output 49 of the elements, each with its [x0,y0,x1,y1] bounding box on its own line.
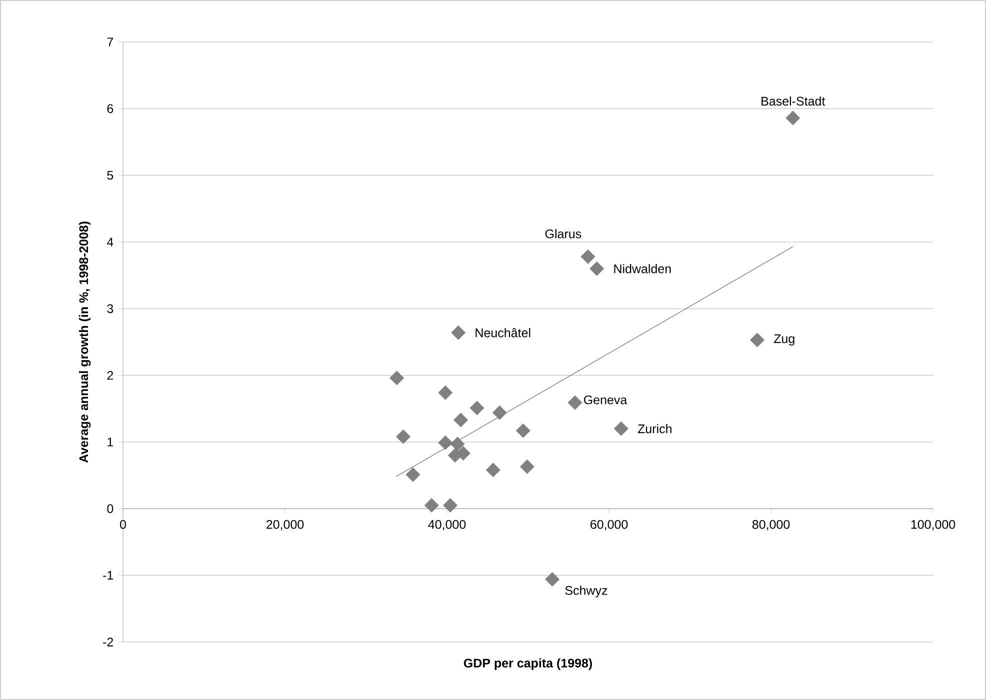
point [438,435,453,450]
point [390,370,404,386]
x-tick-label: 20,000 [266,520,304,530]
annotation: Schwyz [565,586,608,598]
annotation: Glarus [545,229,582,238]
x-tick-label: 60,000 [590,520,628,530]
y-tick-label: 7 [107,38,114,46]
point [442,498,458,513]
x-axis-title: GDP per capita (1998) [464,658,592,670]
point [450,436,465,452]
point [580,249,596,264]
y-tick-label: -1 [103,571,114,580]
y-tick-label: 0 [107,504,114,514]
y-tick-label: 1 [108,438,114,446]
point [424,498,439,513]
point [454,412,468,428]
x-tick-label: 40,000 [428,520,466,530]
point [520,459,534,474]
annotation: Zug [774,334,794,346]
y-tick-label: -2 [103,638,114,646]
point [492,405,507,420]
point [470,400,484,416]
point [448,448,462,463]
point [516,423,530,438]
y-tick-label: 6 [107,104,114,114]
annotation: Geneva [584,395,628,404]
y-tick-label: 5 [107,170,114,180]
point [438,385,453,400]
point [568,395,582,410]
point [614,421,628,436]
point [786,110,800,126]
point [545,572,560,587]
x-tick-label: 0 [120,520,126,529]
annotation: Neuchâtel [476,328,530,338]
point [486,462,500,478]
point [451,325,466,340]
annotation: Zurich [638,424,672,434]
point [750,332,765,348]
point [590,261,604,276]
y-tick-label: 3 [107,304,114,314]
point [406,467,420,482]
annotation: Nidwalden [614,264,671,274]
annotation: Basel-Stadt [762,96,826,106]
point [396,429,411,444]
x-tick-label: 80,000 [752,520,790,530]
x-tick-label: 100,000 [911,520,956,530]
y-axis-title: Average annual growth (in %, 1998-2008) [78,222,91,463]
y-tick-label: 4 [106,238,114,246]
y-tick-label: 2 [107,370,114,380]
